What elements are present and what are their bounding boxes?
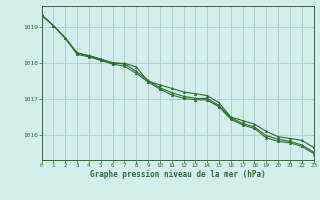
X-axis label: Graphe pression niveau de la mer (hPa): Graphe pression niveau de la mer (hPa) <box>90 170 266 179</box>
